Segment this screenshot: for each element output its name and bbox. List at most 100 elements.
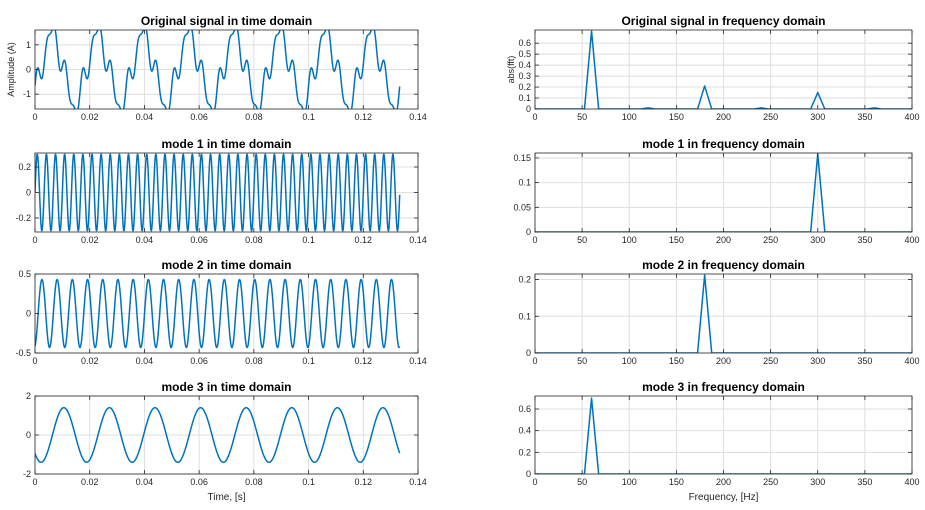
x-tick-label: 250 — [763, 235, 778, 245]
y-tick-label: 0.1 — [518, 93, 531, 103]
y-tick-label: 0.2 — [518, 275, 531, 285]
x-tick-label: 350 — [857, 477, 872, 487]
x-tick-label: 150 — [669, 477, 684, 487]
x-tick-label: 250 — [763, 356, 778, 366]
y-tick-label: -2 — [23, 469, 31, 479]
x-tick-label: 350 — [857, 112, 872, 122]
series-line — [35, 30, 401, 109]
x-tick-label: 100 — [622, 477, 637, 487]
chart-panel-orig-freq: 0 50 100 150 200 250 300 350 400 00.10.20.30.40.5… — [506, 14, 920, 122]
x-tick-label: 0.04 — [136, 356, 154, 366]
x-tick-label: 150 — [669, 235, 684, 245]
chart-title: mode 1 in frequency domain — [642, 137, 805, 151]
x-tick-label: 0.12 — [355, 356, 373, 366]
x-tick-label: 400 — [904, 477, 919, 487]
chart-title: mode 3 in time domain — [161, 380, 291, 394]
x-tick-label: 50 — [577, 112, 587, 122]
x-tick-label: 100 — [622, 112, 637, 122]
series-line — [35, 153, 401, 232]
y-tick-label: 0.2 — [518, 447, 531, 457]
x-tick-label: 50 — [577, 235, 587, 245]
y-axis-label: Amplitude (A) — [6, 42, 16, 97]
chart-title: mode 3 in frequency domain — [642, 380, 805, 394]
x-tick-label: 150 — [669, 112, 684, 122]
y-axis-label: abs(fft) — [506, 56, 516, 84]
chart-panel-orig-time: 0 0.02 0.04 0.06 0.08 0.1 0.12 0.14 -1 0 1 Original… — [6, 14, 427, 122]
x-tick-label: 50 — [577, 356, 587, 366]
x-tick-label: 0.06 — [190, 112, 208, 122]
y-tick-label: 0.1 — [518, 178, 531, 188]
x-tick-label: 0.04 — [136, 112, 154, 122]
x-tick-label: 400 — [904, 112, 919, 122]
y-tick-label: 0.4 — [518, 60, 531, 70]
y-tick-label: 0.15 — [513, 153, 531, 163]
y-tick-label: 0.3 — [518, 71, 531, 81]
x-tick-label: 0.14 — [409, 356, 427, 366]
x-tick-label: 0.02 — [81, 235, 99, 245]
chart-panel-mode1-time: 0 0.02 0.04 0.06 0.08 0.1 0.12 0.14 -0.2 0 0.2 mode… — [15, 137, 426, 245]
x-tick-label: 0 — [32, 356, 37, 366]
y-tick-label: 0.2 — [518, 82, 531, 92]
x-tick-label: 0.02 — [81, 477, 99, 487]
chart-panel-mode2-time: 0 0.02 0.04 0.06 0.08 0.1 0.12 0.14-0.500.5mode… — [15, 258, 426, 366]
y-tick-label: 0.5 — [518, 49, 531, 59]
x-tick-label: 0.04 — [136, 235, 154, 245]
x-tick-label: 0.1 — [302, 477, 315, 487]
x-tick-label: 0 — [32, 477, 37, 487]
y-tick-label: 0 — [26, 430, 31, 440]
y-tick-label: 0.1 — [518, 311, 531, 321]
x-tick-label: 0.06 — [190, 235, 208, 245]
x-tick-label: 0.06 — [190, 356, 208, 366]
x-tick-label: 200 — [716, 356, 731, 366]
y-tick-label: 0.5 — [18, 269, 31, 279]
x-axis-label: Frequency, [Hz] — [689, 492, 759, 503]
x-tick-label: 200 — [716, 112, 731, 122]
x-tick-label: 0.02 — [81, 356, 99, 366]
x-tick-label: 400 — [904, 235, 919, 245]
series-line — [535, 397, 912, 474]
x-tick-label: 0.12 — [355, 235, 373, 245]
x-tick-label: 0 — [532, 477, 537, 487]
chart-title: Original signal in frequency domain — [621, 14, 825, 28]
y-tick-label: 0 — [26, 309, 31, 319]
x-tick-label: 300 — [810, 477, 825, 487]
x-tick-label: 0.08 — [245, 356, 263, 366]
y-tick-label: -0.5 — [15, 348, 31, 358]
y-tick-label: 0.2 — [18, 162, 31, 172]
x-tick-label: 300 — [810, 356, 825, 366]
chart-title: mode 2 in frequency domain — [642, 258, 805, 272]
y-tick-label: 0.4 — [518, 426, 531, 436]
x-tick-label: 0.14 — [409, 112, 427, 122]
y-tick-label: -1 — [23, 89, 31, 99]
y-tick-label: 0.05 — [513, 202, 531, 212]
y-tick-label: 0.6 — [518, 404, 531, 414]
x-tick-label: 350 — [857, 356, 872, 366]
y-tick-label: 0 — [526, 227, 531, 237]
x-tick-label: 0.02 — [81, 112, 99, 122]
y-tick-label: 0.6 — [518, 38, 531, 48]
x-tick-label: 50 — [577, 477, 587, 487]
y-tick-label: 2 — [26, 391, 31, 401]
x-tick-label: 0.1 — [302, 235, 315, 245]
x-tick-label: 150 — [669, 356, 684, 366]
x-tick-label: 0 — [532, 235, 537, 245]
x-tick-label: 0 — [532, 356, 537, 366]
x-tick-label: 0.12 — [355, 477, 373, 487]
chart-title: mode 2 in time domain — [161, 258, 291, 272]
series-line — [35, 406, 401, 464]
x-tick-label: 0.14 — [409, 477, 427, 487]
chart-title: Original signal in time domain — [141, 14, 312, 28]
x-axis-label: Time, [s] — [208, 492, 246, 503]
x-tick-label: 0.06 — [190, 477, 208, 487]
x-tick-label: 0.14 — [409, 235, 427, 245]
chart-panel-mode2-freq: 0 50 100 150 200 250 300 350 400 0 0.1 0.2 mode 2 in… — [518, 258, 919, 366]
y-tick-label: 0 — [26, 65, 31, 75]
x-tick-label: 100 — [622, 356, 637, 366]
y-tick-label: -0.2 — [15, 213, 31, 223]
x-tick-label: 0 — [32, 112, 37, 122]
x-tick-label: 0.1 — [302, 112, 315, 122]
y-tick-label: 0 — [526, 104, 531, 114]
x-tick-label: 0.08 — [245, 235, 263, 245]
